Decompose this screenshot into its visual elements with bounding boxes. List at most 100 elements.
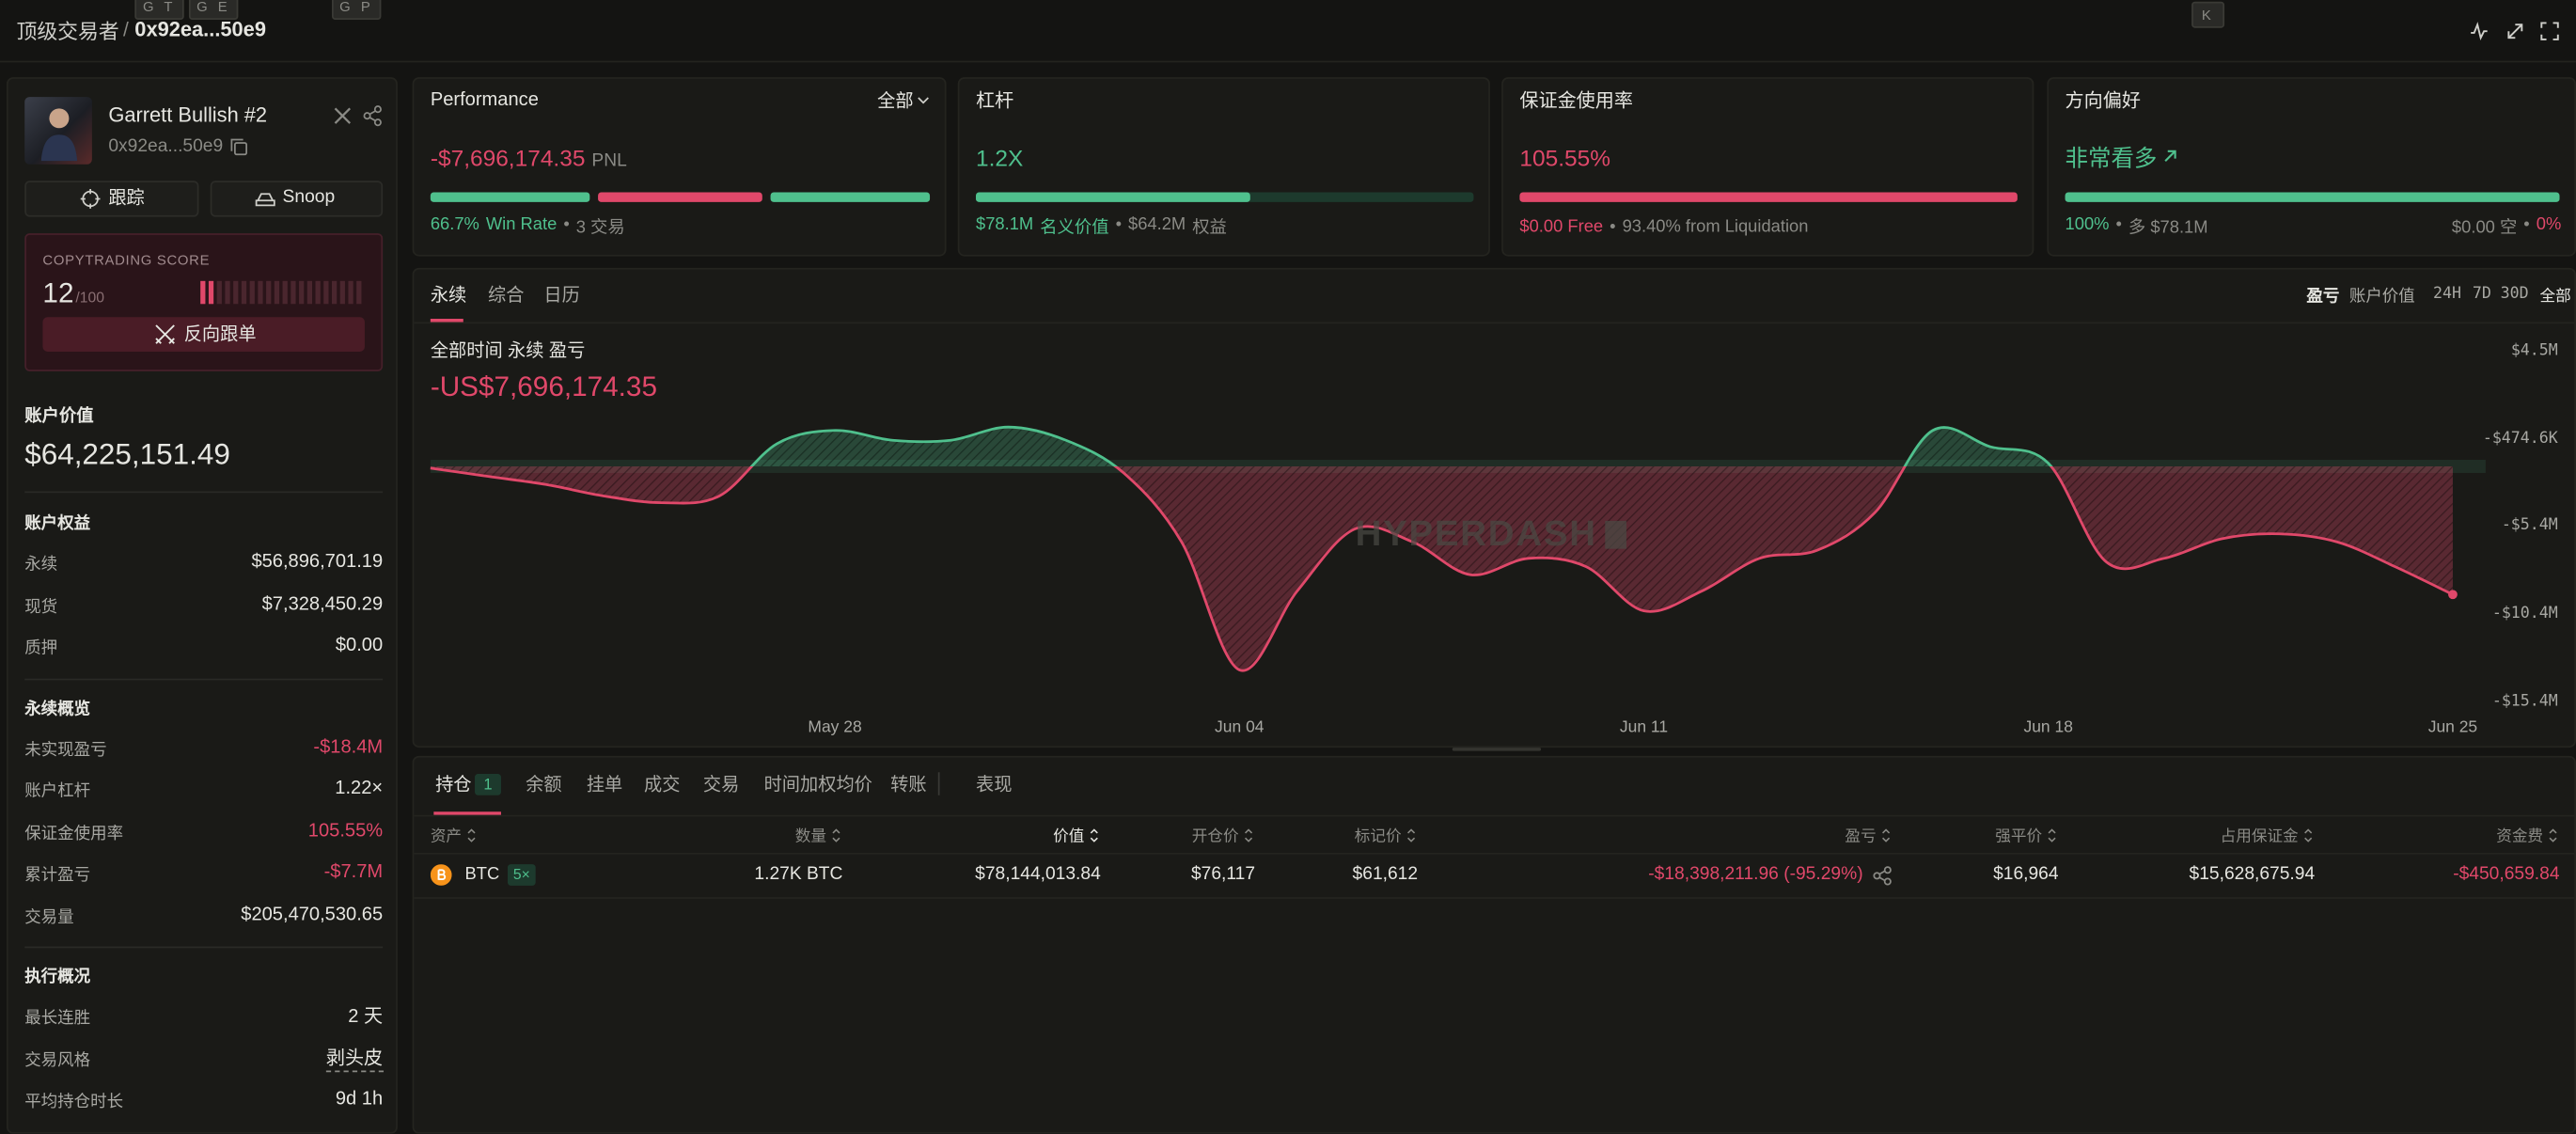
footer-text: 0% (2536, 214, 2562, 235)
y-tick-label: -$474.6K (2483, 429, 2558, 447)
card-bar (770, 192, 931, 202)
y-tick-label: -$5.4M (2502, 515, 2558, 533)
target-icon (80, 188, 101, 209)
chart-tab[interactable]: 日历 (543, 286, 580, 307)
card-value-row: 105.55% (1519, 145, 1610, 171)
card-title: 保证金使用率 (1519, 91, 1633, 112)
sort-icon (832, 828, 840, 843)
score-tick (282, 280, 287, 305)
metric-card (412, 77, 947, 257)
divider (414, 322, 2575, 324)
card-value-row: -$7,696,174.35 PNL (431, 145, 627, 171)
score-tick (200, 280, 205, 305)
footer-text: Win Rate (485, 214, 558, 235)
footer-text: 3 交易 (575, 217, 625, 238)
card-unit: PNL (591, 150, 627, 171)
footer-text: $64.2M (1128, 214, 1186, 235)
table-cell: $16,964 (1993, 864, 2059, 885)
score-tick (291, 280, 295, 305)
row-label: 保证金使用率 (24, 825, 124, 843)
divider (24, 491, 384, 494)
score-tick (339, 280, 345, 305)
row-value: 105.55% (307, 820, 384, 841)
score-tick (208, 280, 213, 305)
breadcrumb-parent: 顶级交易者 (16, 20, 119, 44)
asset-name: BTC (464, 864, 500, 885)
position-tab[interactable]: 余额 (526, 775, 562, 795)
card-title: Performance (430, 90, 539, 111)
sort-icon (1407, 828, 1416, 843)
chart-metric[interactable]: 盈亏 (2306, 288, 2340, 307)
score-tick (216, 280, 222, 305)
follow-button[interactable] (24, 181, 199, 217)
swords-icon (155, 324, 175, 344)
row-label: 交易风格 (24, 1051, 91, 1070)
footer-text: $78.1M (975, 214, 1034, 235)
expand-icon (2507, 24, 2523, 39)
score-tick (306, 280, 312, 305)
chevron-icon (918, 97, 929, 104)
card-footer: $78.1M 名义价值 • $64.2M 权益 (976, 214, 1227, 239)
footer-text: $0.00 空 (2451, 217, 2518, 238)
footer-text: 权益 (1192, 217, 1227, 238)
chart-subtitle: 全部时间 永续 盈亏 (430, 341, 586, 362)
position-tab[interactable]: 表现 (975, 775, 1013, 795)
footer-text: • (1610, 216, 1616, 237)
chart-tab[interactable]: 综合 (487, 286, 525, 307)
position-tab[interactable]: 交易 (702, 775, 740, 795)
position-tab[interactable]: 时间加权均价 (763, 775, 872, 795)
chart-range[interactable]: 24H (2432, 285, 2461, 304)
sort-icon (467, 828, 476, 843)
watermark-cursor (1605, 520, 1626, 549)
divider (414, 852, 2575, 855)
position-tab[interactable]: 成交 (644, 775, 681, 795)
position-tab[interactable]: 持仓 (435, 775, 472, 795)
card-footer: $0.00 Free • 93.40% from Liquidation (1519, 217, 1808, 237)
row-value: $0.00 (335, 636, 384, 656)
chart-range[interactable]: 全部 (2539, 287, 2571, 307)
footer-text: • (1115, 214, 1123, 235)
score-value: 12 (42, 277, 74, 309)
watermark: HYPERDASH (1356, 513, 1597, 554)
card-value: -$7,696,174.35 (430, 144, 586, 171)
card-value-row: 1.2X (976, 145, 1023, 171)
footer-text: • (2115, 214, 2122, 235)
y-tick-label: -$10.4M (2492, 604, 2558, 622)
footer-text: • (2523, 214, 2530, 235)
metric-card (2047, 77, 2576, 257)
x-tick-label: May 28 (808, 717, 861, 736)
row-value: -$7.7M (323, 862, 384, 883)
share-icon (1873, 865, 1892, 885)
end-point (2448, 590, 2458, 600)
chart-range[interactable]: 30D (2500, 285, 2529, 304)
footer-text: • (563, 214, 570, 235)
row-divider (414, 897, 2575, 899)
hotkey: G P (331, 0, 382, 20)
chart-range[interactable]: 7D (2472, 285, 2491, 304)
score-tick (233, 280, 238, 305)
chart-metric[interactable]: 账户价值 (2348, 288, 2415, 307)
card-bar (2065, 192, 2560, 202)
hotkey: G E (188, 0, 239, 20)
y-tick-label: $4.5M (2511, 341, 2558, 359)
section-title: 执行概况 (24, 969, 91, 987)
card-bar (597, 192, 763, 202)
position-tab[interactable]: 转账 (890, 775, 927, 795)
count-value: 1 (483, 775, 493, 795)
avatar-figure (40, 108, 78, 162)
follow-label: 跟踪 (108, 188, 145, 209)
top-bar (0, 0, 2576, 63)
trader-address: 0x92ea...50e9 (108, 136, 224, 157)
position-tab[interactable]: 挂单 (586, 775, 623, 795)
snoop-button[interactable] (210, 181, 384, 217)
tab-underline (433, 811, 501, 815)
card-filter: 全部 (877, 91, 914, 112)
reverse-button[interactable] (42, 317, 365, 352)
chart-tab[interactable]: 永续 (430, 286, 467, 307)
sort-icon (2549, 828, 2557, 843)
table-header: 价值 (1053, 827, 1085, 846)
leverage-value: 5× (512, 865, 530, 883)
row-value: $56,896,701.19 (251, 552, 384, 573)
score-tick (323, 280, 328, 305)
fullscreen-icon (2540, 22, 2559, 40)
